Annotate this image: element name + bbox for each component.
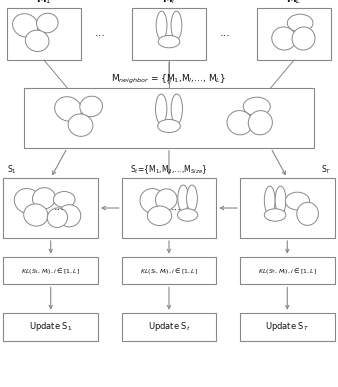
Text: M$_{neighbor}$ = {M$_1$,M$_l$,..., M$_L$}: M$_{neighbor}$ = {M$_1$,M$_l$,..., M$_L$…: [111, 72, 227, 86]
Ellipse shape: [287, 14, 313, 32]
Text: $KL(S_T, M_i), i\in[1,L]$: $KL(S_T, M_i), i\in[1,L]$: [258, 265, 317, 276]
Ellipse shape: [158, 35, 180, 48]
Text: ...: ...: [219, 28, 230, 38]
Text: S$_T$: S$_T$: [321, 164, 331, 176]
Ellipse shape: [275, 186, 286, 214]
Bar: [240, 178, 335, 238]
Ellipse shape: [58, 205, 81, 227]
Bar: [240, 313, 335, 341]
Ellipse shape: [155, 189, 177, 210]
Ellipse shape: [248, 111, 272, 135]
Bar: [3, 257, 98, 284]
Ellipse shape: [13, 14, 38, 37]
Ellipse shape: [292, 27, 315, 50]
Text: Update S$_t$: Update S$_t$: [148, 320, 190, 333]
Bar: [132, 8, 206, 60]
Ellipse shape: [158, 120, 180, 132]
Text: ...: ...: [94, 28, 105, 38]
Ellipse shape: [272, 27, 296, 50]
Ellipse shape: [178, 185, 189, 212]
Text: Update S$_1$: Update S$_1$: [29, 320, 72, 333]
Ellipse shape: [264, 186, 275, 214]
Text: ...: ...: [54, 202, 65, 212]
Text: S$_t$={M$_1$,M$_2$,...,M$_{Size}$}: S$_t$={M$_1$,M$_2$,...,M$_{Size}$}: [130, 163, 208, 176]
Ellipse shape: [227, 111, 252, 135]
Ellipse shape: [53, 192, 75, 207]
Text: M$_1$: M$_1$: [36, 0, 52, 6]
Bar: [122, 178, 216, 238]
Text: M$_l$: M$_l$: [162, 0, 176, 6]
Ellipse shape: [156, 11, 167, 39]
Ellipse shape: [171, 94, 183, 124]
Text: $KL(S_1, M_i), i\in[1,L]$: $KL(S_1, M_i), i\in[1,L]$: [21, 265, 80, 276]
Text: $KL(S_t, M_i), i\in[1,L]$: $KL(S_t, M_i), i\in[1,L]$: [140, 265, 198, 276]
Ellipse shape: [147, 206, 172, 226]
Ellipse shape: [285, 192, 310, 210]
Ellipse shape: [55, 97, 81, 121]
Bar: [257, 8, 331, 60]
Ellipse shape: [14, 188, 41, 214]
Ellipse shape: [80, 96, 102, 117]
Ellipse shape: [243, 97, 270, 116]
Ellipse shape: [140, 188, 166, 214]
Bar: [122, 313, 216, 341]
Text: Update S$_T$: Update S$_T$: [265, 320, 310, 333]
Ellipse shape: [297, 202, 318, 225]
Ellipse shape: [24, 204, 48, 226]
Ellipse shape: [264, 209, 286, 221]
Text: ...: ...: [170, 202, 181, 212]
Ellipse shape: [187, 185, 197, 212]
Ellipse shape: [68, 114, 93, 136]
Ellipse shape: [37, 13, 58, 33]
Ellipse shape: [171, 11, 182, 39]
Bar: [3, 313, 98, 341]
Bar: [240, 257, 335, 284]
Ellipse shape: [32, 188, 55, 209]
Text: M$_L$: M$_L$: [287, 0, 301, 6]
Ellipse shape: [155, 94, 167, 124]
Bar: [24, 88, 314, 148]
Bar: [7, 8, 81, 60]
Bar: [3, 178, 98, 238]
Ellipse shape: [25, 30, 49, 51]
Ellipse shape: [177, 209, 198, 221]
Bar: [122, 257, 216, 284]
Ellipse shape: [47, 208, 68, 228]
Text: S$_1$: S$_1$: [7, 164, 17, 176]
